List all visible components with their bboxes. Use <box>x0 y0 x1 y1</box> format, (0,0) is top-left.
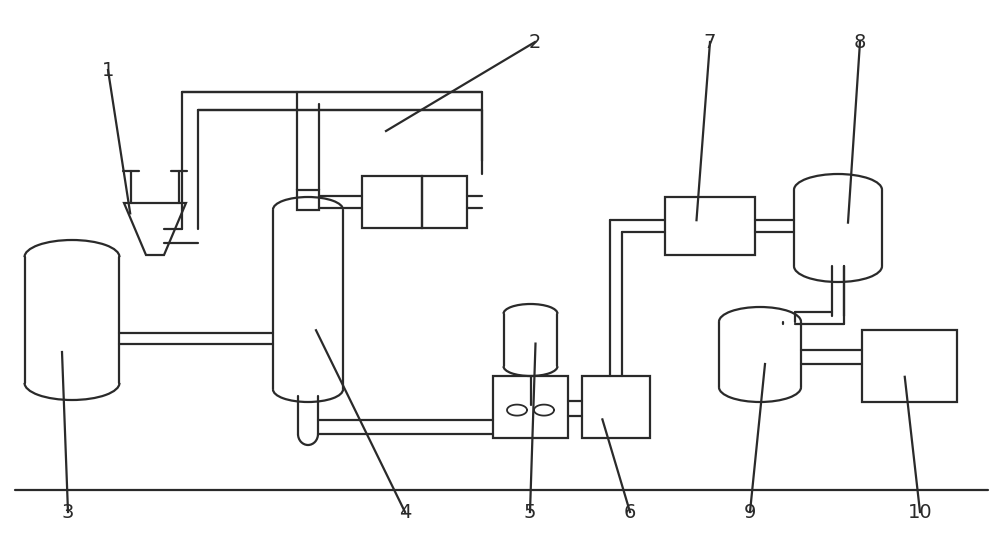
Text: 6: 6 <box>624 502 636 521</box>
Text: 8: 8 <box>854 32 866 52</box>
Text: 4: 4 <box>399 502 411 521</box>
Text: 2: 2 <box>529 32 541 52</box>
Text: 7: 7 <box>704 32 716 52</box>
Text: 1: 1 <box>102 60 114 80</box>
Text: 5: 5 <box>524 502 536 521</box>
Text: 10: 10 <box>908 502 932 521</box>
Text: 9: 9 <box>744 502 756 521</box>
Text: 3: 3 <box>62 502 74 521</box>
